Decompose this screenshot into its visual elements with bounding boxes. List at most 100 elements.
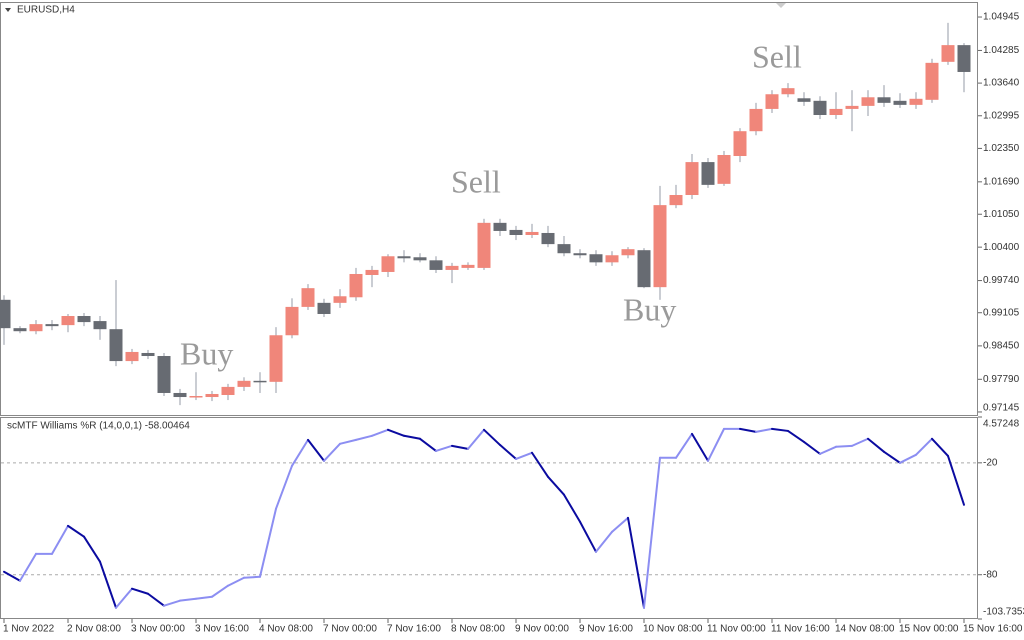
x-tick-label: 7 Nov 00:00 — [323, 624, 377, 635]
candle-body — [605, 255, 619, 263]
annotation: Sell — [752, 38, 802, 74]
indicator-segment — [739, 427, 757, 433]
annotation: Buy — [623, 291, 676, 327]
y-tick-label: -103.7353 — [983, 607, 1024, 618]
candle-body — [93, 321, 107, 330]
y-tick-label: 1.02350 — [983, 143, 1020, 154]
indicator-segment — [339, 438, 357, 445]
candle-body — [333, 296, 347, 303]
indicator-segment — [19, 552, 37, 582]
candle-body — [109, 329, 123, 362]
y-tick-label: 0.98450 — [983, 341, 1020, 352]
indicator-segment — [51, 524, 69, 555]
candle-body — [829, 108, 843, 115]
candle-body — [509, 229, 523, 235]
annotation: Buy — [180, 335, 233, 371]
candle-body — [429, 260, 443, 270]
candle-body — [813, 100, 827, 115]
candle-body — [269, 335, 283, 382]
indicator-segment — [83, 535, 101, 563]
y-tick-label: -20 — [983, 457, 998, 468]
indicator-segment — [67, 524, 85, 538]
indicator-segment — [803, 440, 821, 455]
candle-body — [749, 108, 763, 132]
y-tick-label: 0.99740 — [983, 275, 1020, 286]
candle-body — [765, 94, 779, 109]
candle-body — [653, 205, 667, 288]
y-tick-label: 1.00400 — [983, 242, 1020, 253]
y-tick-label: 0.97145 — [983, 403, 1020, 414]
main-pane-frame — [0, 2, 978, 416]
candle-body — [125, 351, 139, 362]
indicator-segment — [163, 599, 181, 607]
indicator-segment — [643, 456, 661, 609]
x-tick-label: 3 Nov 16:00 — [195, 624, 249, 635]
indicator-segment — [371, 428, 389, 437]
candle-body — [573, 253, 587, 256]
indicator-segment — [595, 530, 613, 553]
candle-body — [589, 254, 603, 263]
candle-body — [301, 288, 315, 307]
candle-body — [685, 162, 699, 195]
x-tick-label: 1 Nov 2022 — [3, 624, 55, 635]
y-tick-label: 1.03640 — [983, 78, 1020, 89]
candle-body — [925, 62, 939, 100]
candle-body — [413, 257, 427, 261]
x-tick-label: 9 Nov 16:00 — [579, 624, 633, 635]
candle-body — [77, 316, 91, 323]
indicator-segment — [755, 427, 773, 433]
candle-body — [221, 386, 235, 395]
indicator-segment — [547, 475, 565, 496]
candle-body — [349, 273, 363, 298]
y-tick-label: 1.02995 — [983, 110, 1020, 121]
indicator-segment — [483, 428, 501, 446]
shift-marker — [776, 3, 786, 8]
indicator-segment — [819, 445, 837, 455]
x-tick-label: 4 Nov 08:00 — [259, 624, 313, 635]
candle-body — [253, 380, 267, 383]
indicator-pane-frame — [0, 417, 978, 619]
indicator-segment — [227, 576, 245, 587]
indicator-segment — [115, 587, 133, 609]
x-tick-label: 2 Nov 08:00 — [67, 624, 121, 635]
indicator-segment — [3, 570, 21, 582]
indicator-segment — [243, 575, 261, 579]
candle-body — [621, 249, 635, 256]
candle-body — [461, 264, 475, 268]
indicator-segment — [147, 592, 165, 607]
indicator-segment — [947, 454, 965, 506]
indicator-segment — [883, 450, 901, 464]
indicator-segment — [403, 434, 421, 440]
candle-body — [909, 98, 923, 105]
y-tick-label: -80 — [983, 569, 998, 580]
indicator-segment — [899, 453, 917, 464]
x-tick-label: 8 Nov 08:00 — [451, 624, 505, 635]
y-tick-label: 0.99105 — [983, 307, 1020, 318]
candle-body — [541, 232, 555, 245]
y-tick-label: 1.01050 — [983, 209, 1020, 220]
candle-body — [477, 222, 491, 268]
y-tick-label: 1.04285 — [983, 45, 1020, 56]
x-tick-label: 11 Nov 16:00 — [771, 624, 830, 635]
indicator-segment — [179, 597, 197, 602]
candle-body — [877, 97, 891, 103]
indicator-segment — [387, 428, 405, 437]
x-tick-label: 7 Nov 16:00 — [387, 624, 441, 635]
indicator-segment — [499, 443, 517, 460]
candle-body — [237, 380, 251, 387]
x-tick-label: 15 Nov 00:00 — [899, 624, 959, 635]
x-tick-label: 10 Nov 08:00 — [643, 624, 703, 635]
indicator-segment — [579, 520, 597, 553]
x-tick-label: 14 Nov 08:00 — [835, 624, 895, 635]
candle-body — [957, 45, 971, 72]
candle-body — [317, 302, 331, 314]
symbol-label: EURUSD,H4 — [17, 5, 75, 16]
indicator-segment — [467, 428, 485, 450]
indicator-segment — [707, 427, 725, 462]
x-tick-label: 15 Nov 16:00 — [963, 624, 1023, 635]
candle-body — [285, 306, 299, 336]
indicator-segment — [195, 595, 213, 600]
indicator-segment — [771, 427, 789, 432]
